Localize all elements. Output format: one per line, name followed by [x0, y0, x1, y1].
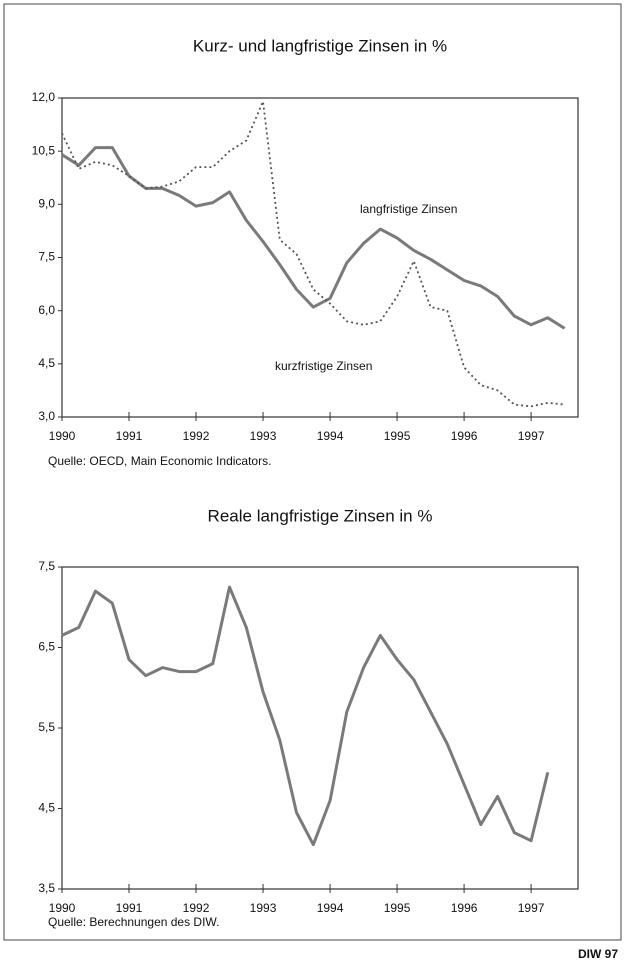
x-tick-label: 1997	[518, 429, 545, 443]
series-line	[61, 585, 550, 847]
y-tick-label: 10,5	[32, 143, 56, 157]
x-tick-label: 1995	[384, 901, 411, 915]
x-tick-label: 1993	[250, 901, 277, 915]
y-tick-label: 4,5	[38, 801, 55, 815]
x-tick-label: 1991	[116, 901, 143, 915]
x-tick-label: 1990	[49, 901, 76, 915]
y-tick-label: 7,5	[38, 250, 55, 264]
x-tick-label: 1992	[183, 429, 210, 443]
x-tick-label: 1994	[317, 901, 344, 915]
credit: DIW 97	[578, 947, 618, 961]
y-tick-label: 3,5	[38, 881, 55, 895]
x-tick-label: 1997	[518, 901, 545, 915]
y-tick-label: 7,5	[38, 559, 55, 573]
x-tick-label: 1996	[451, 901, 478, 915]
x-tick-label: 1990	[49, 429, 76, 443]
chart-title: Reale langfristige Zinsen in %	[208, 506, 433, 525]
y-tick-label: 5,5	[38, 720, 55, 734]
series-label: langfristige Zinsen	[360, 202, 457, 216]
x-tick-label: 1994	[317, 429, 344, 443]
y-tick-label: 12,0	[32, 90, 56, 104]
frame	[3, 3, 622, 941]
source-note: Quelle: Berechnungen des DIW.	[48, 915, 219, 929]
y-tick-label: 6,5	[38, 640, 55, 654]
y-tick-label: 4,5	[38, 356, 55, 370]
x-tick-label: 1995	[384, 429, 411, 443]
y-tick-label: 9,0	[38, 197, 55, 211]
series-line	[61, 146, 566, 330]
plot-frame	[61, 566, 579, 890]
series-label: kurzfristige Zinsen	[275, 359, 372, 373]
series-line	[61, 100, 565, 408]
source-note: Quelle: OECD, Main Economic Indicators.	[48, 454, 271, 468]
x-tick-label: 1993	[250, 429, 277, 443]
x-tick-label: 1992	[183, 901, 210, 915]
y-tick-label: 3,0	[38, 409, 55, 423]
x-tick-label: 1991	[116, 429, 143, 443]
x-tick-label: 1996	[451, 429, 478, 443]
chart-title: Kurz- und langfristige Zinsen in %	[193, 36, 447, 55]
y-tick-label: 6,0	[38, 303, 55, 317]
